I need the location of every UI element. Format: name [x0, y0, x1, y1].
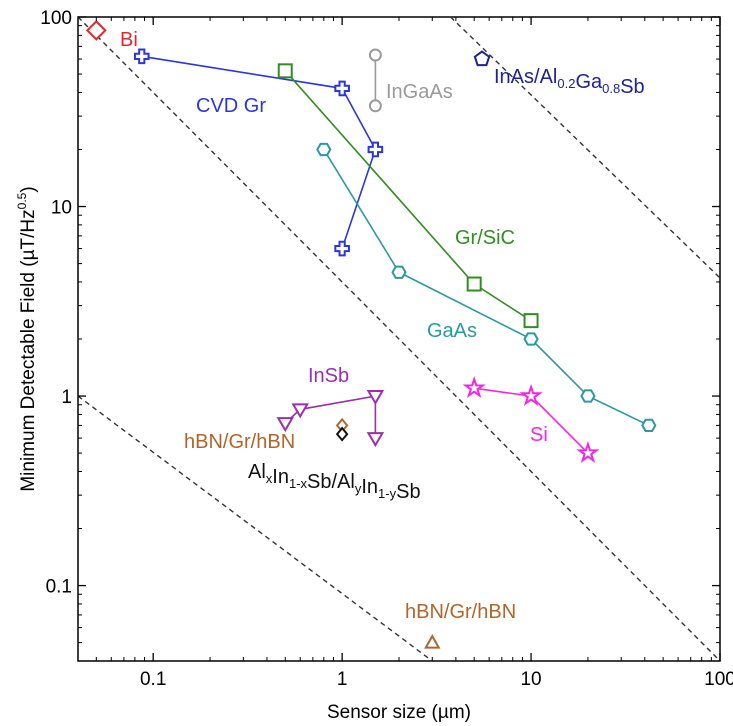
- reference-lines: [77, 16, 721, 662]
- reference-line-0: [77, 395, 433, 662]
- point-cvd-gr: [334, 240, 350, 257]
- point-si: [576, 440, 600, 463]
- series-inas-al0-2ga0-8sb: [473, 50, 491, 67]
- label-insb: InSb: [308, 365, 349, 387]
- series-insb: [276, 390, 385, 448]
- label-hbn-gr-hbn: hBN/Gr/hBN: [184, 431, 295, 453]
- point-inas-al0-2ga0-8sb: [473, 50, 491, 67]
- series-group: [85, 19, 657, 649]
- label-si: Si: [530, 424, 548, 446]
- label-alxin1-xsb-alyin1-ysb: AlxIn1-xSb/AlyIn1-ySb: [248, 461, 421, 503]
- series-line-gaas: [323, 149, 650, 427]
- y-axis-title: Minimum Detectable Field (µT/Hz0.5): [15, 186, 39, 491]
- point-gaas: [580, 389, 596, 403]
- series-line-insb: [284, 395, 377, 439]
- point-gaas: [316, 142, 332, 157]
- series-alxin1-xsb-alyin1-ysb: [335, 426, 349, 442]
- series-cvd-gr: [133, 48, 384, 257]
- reference-line-1: [77, 16, 721, 662]
- point-gaas: [641, 418, 657, 433]
- label-gr-sic: Gr/SiC: [455, 227, 515, 249]
- point-insb: [366, 390, 385, 406]
- point-insb: [366, 432, 385, 448]
- point-gaas: [391, 265, 407, 279]
- y-tick-label: 1: [61, 387, 72, 408]
- series-line-cvd-gr: [141, 55, 377, 249]
- y-tick-label: 0.1: [46, 577, 72, 598]
- x-tick-label: 0.1: [140, 669, 166, 690]
- point-alxin1-xsb-alyin1-ysb: [335, 426, 349, 442]
- point-insb: [276, 417, 294, 433]
- point-ingaas: [368, 48, 382, 62]
- point-cvd-gr: [367, 141, 384, 158]
- label-ingaas: InGaAs: [386, 81, 453, 103]
- label-gaas: GaAs: [427, 320, 477, 342]
- series-ingaas: [368, 48, 382, 113]
- point-gr-sic: [466, 276, 482, 292]
- series-si: [462, 376, 600, 463]
- point-cvd-gr: [133, 48, 150, 65]
- x-tick-label: 1: [337, 669, 348, 690]
- point-hbn-gr-hbn: [424, 634, 441, 649]
- point-si: [519, 383, 543, 406]
- point-si: [462, 376, 486, 399]
- y-tick-label: 10: [51, 198, 72, 219]
- x-tick-label: 10: [520, 669, 541, 690]
- point-gr-sic: [277, 63, 293, 79]
- series-bi: [85, 19, 107, 41]
- series-gaas: [316, 142, 657, 433]
- label-bi: Bi: [120, 29, 138, 51]
- point-gr-sic: [523, 313, 539, 329]
- point-insb: [291, 403, 309, 419]
- point-ingaas: [368, 99, 382, 113]
- series-hbn-gr-hbn: [424, 634, 441, 649]
- series-labels: Bi CVD Gr InGaAs InAs/Al0.2Ga0.8Sb Gr/SiC GaA…: [120, 29, 645, 623]
- point-cvd-gr: [334, 80, 350, 97]
- y-tick-label: 100: [40, 8, 72, 29]
- axis-ticks: 0.1 1 10 100 0.1 1 10 100: [40, 8, 733, 690]
- x-tick-label: 100: [704, 669, 733, 690]
- series-line-gr-sic: [284, 70, 532, 322]
- label-cvd-gr: CVD Gr: [196, 95, 266, 117]
- point-bi: [85, 19, 107, 41]
- x-axis-title: Sensor size (µm): [327, 702, 471, 723]
- label-hbn-gr-hbn: hBN/Gr/hBN: [405, 601, 516, 623]
- label-inas-al0-2ga0-8sb: InAs/Al0.2Ga0.8Sb: [494, 66, 645, 98]
- point-gaas: [523, 332, 539, 346]
- series-gr-sic: [277, 63, 539, 329]
